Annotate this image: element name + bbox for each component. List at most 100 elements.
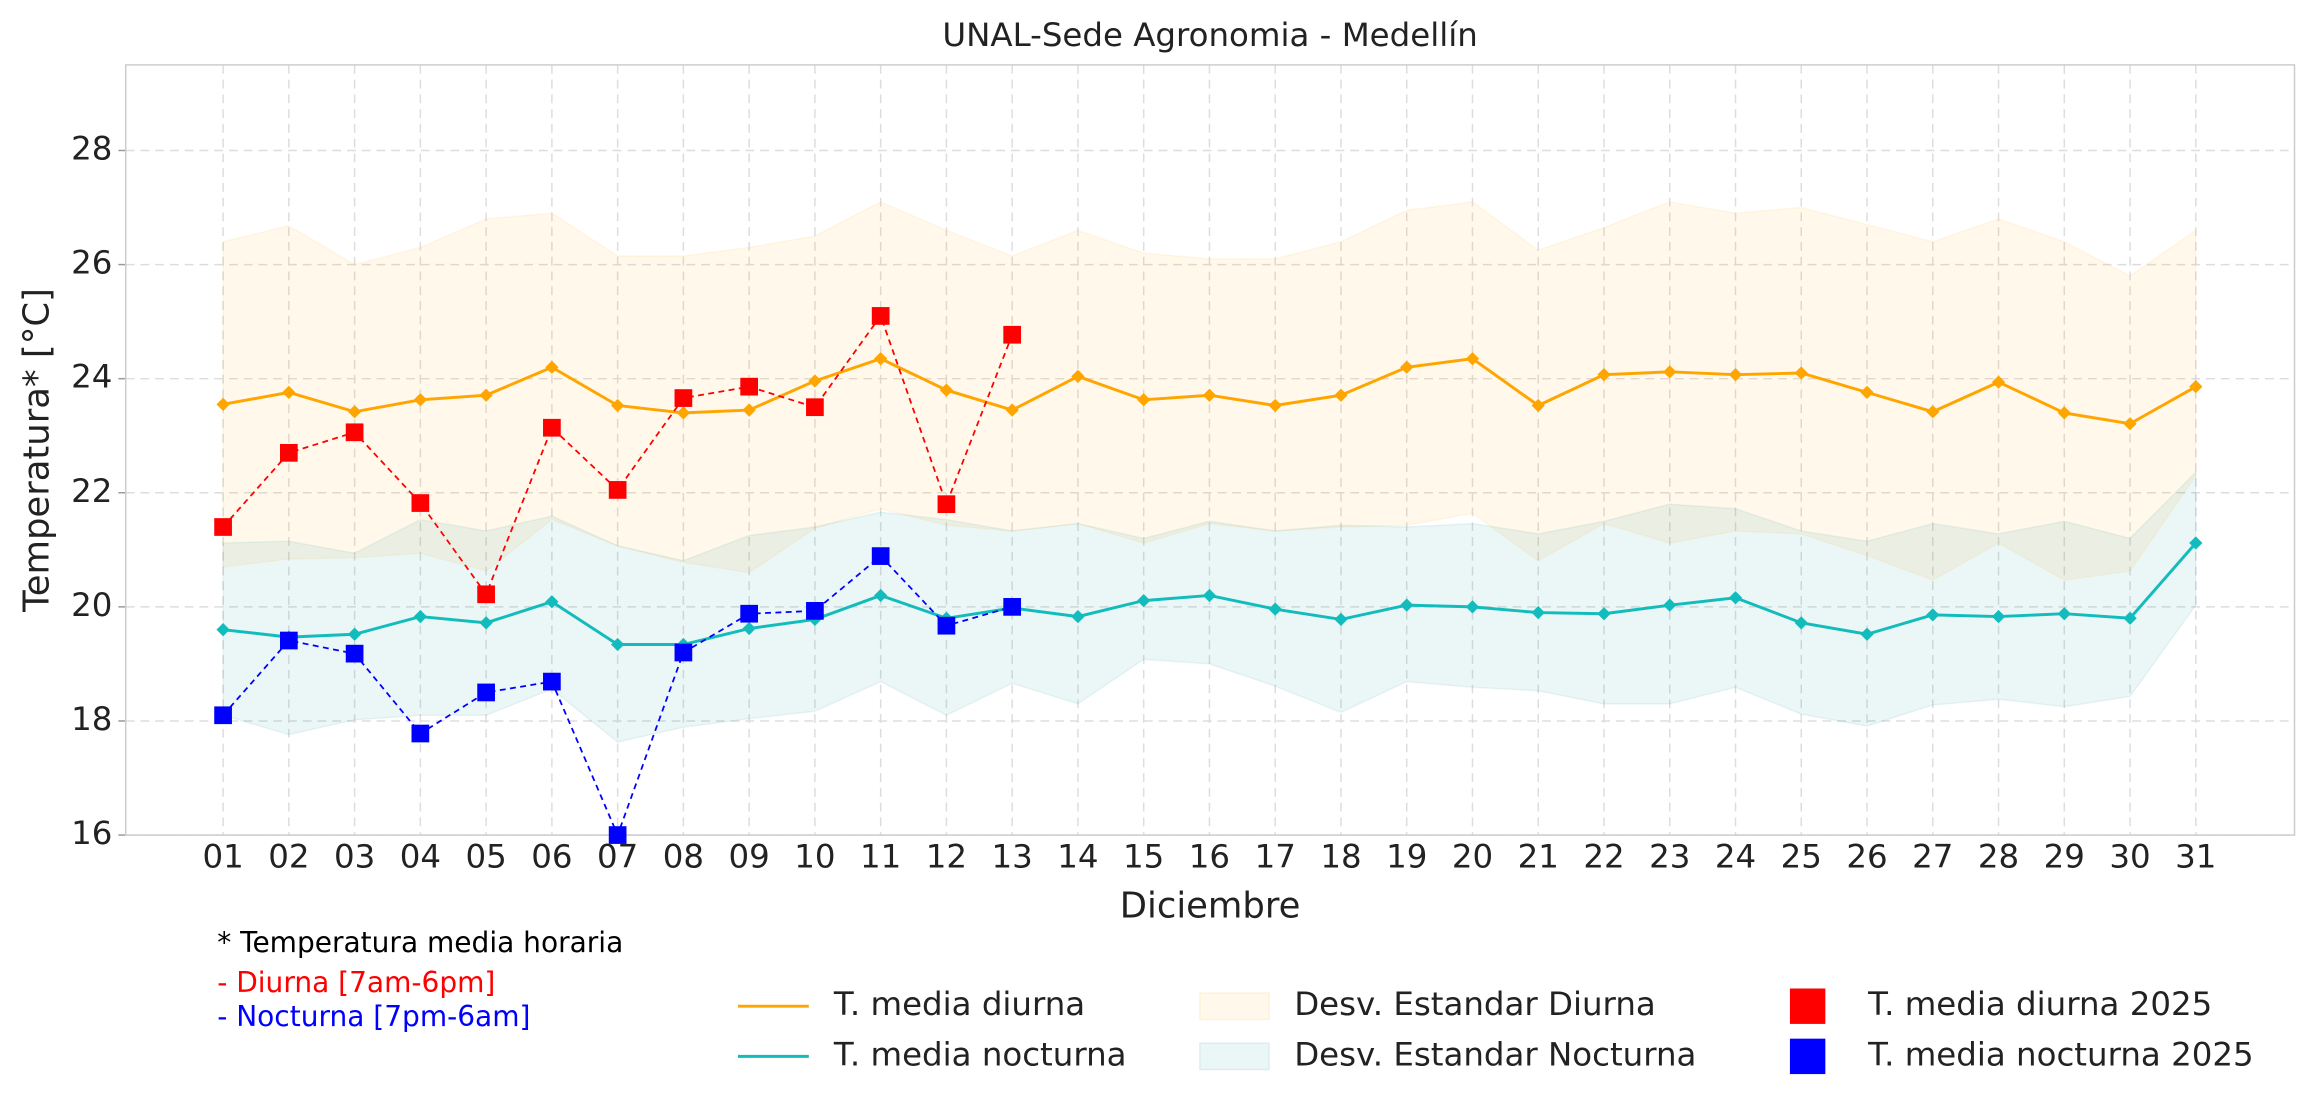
y-tick-label: 18 [71,700,112,738]
legend-swatch [1199,1042,1270,1071]
point-marker [279,631,298,650]
x-tick-label: 24 [1715,838,1756,876]
legend-label: Desv. Estandar Diurna [1294,985,1656,1023]
point-marker [413,609,428,624]
point-marker [1202,388,1217,402]
point-marker [345,423,364,442]
point-marker [347,405,362,419]
point-marker [1926,608,1940,622]
point-marker [674,389,693,407]
point-marker [1794,366,1808,380]
point-marker [1334,388,1348,402]
point-marker [347,627,362,641]
point-marker [2123,417,2137,431]
point-marker [1003,325,1022,344]
y-tick-label: 16 [71,814,112,852]
chart-title: UNAL-Sede Agronomia - Medellín [942,16,1477,54]
x-tick-label: 17 [1255,838,1296,876]
point-marker [1728,368,1743,382]
x-tick-label: 04 [400,838,441,876]
y-tick-label: 28 [71,129,112,167]
point-marker [674,643,693,662]
point-marker [808,374,822,388]
x-tick-label: 30 [2109,838,2150,876]
point-marker [543,418,561,437]
legend-label: T. media diurna [833,985,1085,1023]
x-tick-label: 05 [465,838,506,876]
point-marker [1071,369,1085,384]
x-tick-label: 29 [2044,838,2085,876]
point-marker [479,388,493,402]
point-marker [545,360,559,374]
point-marker [610,637,625,652]
point-marker [874,352,888,366]
point-marker [1071,609,1085,624]
point-marker [1005,403,1019,417]
legend-swatch [1789,1038,1826,1075]
point-marker [214,518,232,536]
point-marker [610,398,625,413]
std-band [222,470,2197,743]
x-tick-label: 22 [1583,838,1624,876]
point-marker [411,724,430,743]
x-tick-label: 14 [1057,838,1098,876]
point-marker [1531,605,1545,620]
point-marker [545,595,559,609]
annotation: - Nocturna [7pm-6am] [217,1000,530,1033]
point-marker [608,826,627,844]
point-marker [216,623,230,637]
point-marker [282,385,296,400]
point-marker [1991,375,2006,389]
x-tick-label: 21 [1518,838,1559,876]
point-marker [871,547,890,565]
point-marker [1794,616,1808,630]
point-marker [216,397,230,411]
point-marker [477,683,495,702]
x-tick-label: 27 [1912,838,1953,876]
point-marker [1400,598,1414,612]
legend-label: T. media nocturna [833,1035,1127,1073]
x-tick-label: 15 [1123,838,1164,876]
point-marker [1465,352,1480,366]
legend-label: T. media nocturna 2025 [1867,1035,2254,1073]
point-marker [1465,600,1480,614]
point-marker [1268,398,1282,413]
x-tick-label: 20 [1452,838,1493,876]
point-marker [479,616,493,630]
x-tick-label: 02 [268,838,309,876]
point-marker [740,377,759,396]
x-tick-label: 28 [1978,838,2019,876]
point-marker [2189,380,2203,394]
x-tick-label: 06 [531,838,572,876]
point-marker [411,494,430,512]
point-marker [939,383,954,397]
point-marker [1663,598,1677,612]
x-tick-label: 23 [1649,838,1690,876]
point-marker [1860,627,1874,641]
x-tick-label: 12 [926,838,967,876]
legend-swatch [1789,988,1826,1024]
point-marker [214,706,232,725]
y-tick-label: 20 [71,586,112,624]
annotation: - Diurna [7am-6pm] [217,966,495,999]
point-marker [2123,611,2137,625]
legend-label: Desv. Estandar Nocturna [1294,1035,1696,1073]
point-marker [874,588,888,603]
legend-swatch [1199,992,1270,1021]
point-marker [742,621,756,636]
point-marker [1334,612,1348,627]
point-marker [345,644,364,663]
legend-label: T. media diurna 2025 [1867,985,2212,1023]
point-marker [1400,360,1414,374]
plot-frame [124,64,2296,836]
point-marker [871,307,890,325]
x-tick-label: 31 [2175,838,2216,876]
point-marker [1728,591,1743,605]
point-marker [806,398,824,417]
point-marker [2057,406,2071,420]
y-tick-label: 24 [71,358,112,396]
point-marker [740,604,759,623]
point-marker [1597,607,1611,621]
x-tick-label: 25 [1781,838,1822,876]
